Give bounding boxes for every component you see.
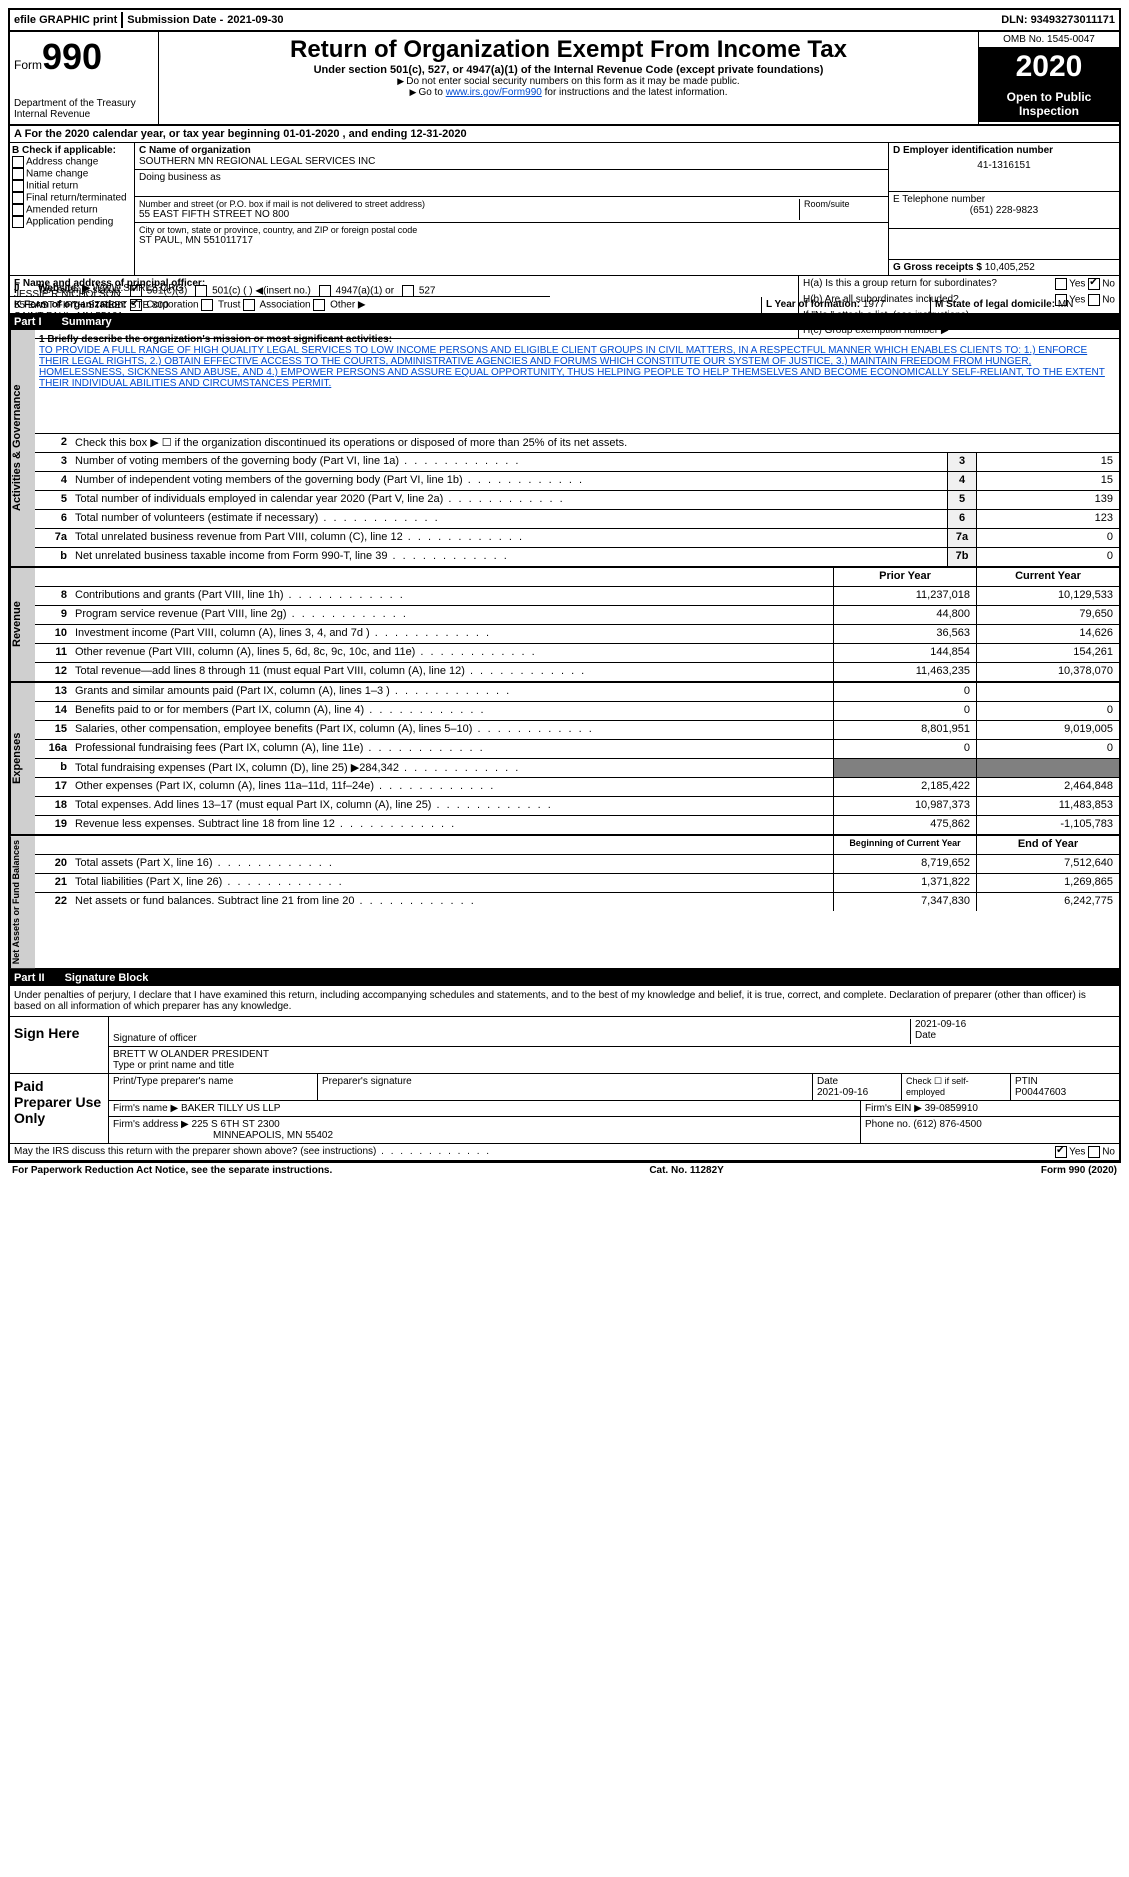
phone: (651) 228-9823 [893,205,1115,216]
expenses-section: Expenses 13Grants and similar amounts pa… [8,683,1121,836]
top-bar: efile GRAPHIC print Submission Date - 20… [8,8,1121,32]
goto-post: for instructions and the latest informat… [542,87,728,98]
activities-governance: Activities & Governance 1 Briefly descri… [8,330,1121,568]
signature-block: Under penalties of perjury, I declare th… [8,986,1121,1162]
revenue-section: Revenue Prior Year Current Year 8Contrib… [8,568,1121,683]
form-header: Form990 Department of the Treasury Inter… [8,32,1121,126]
row-a-period: A For the 2020 calendar year, or tax yea… [8,126,1121,143]
org-name: SOUTHERN MN REGIONAL LEGAL SERVICES INC [139,156,884,167]
form-subtitle: Under section 501(c), 527, or 4947(a)(1)… [163,64,974,76]
gross-receipts: 10,405,252 [985,262,1035,273]
dln-label: DLN: [1001,14,1030,26]
part2-header: Part IISignature Block [8,970,1121,986]
form-number: 990 [42,36,102,77]
tax-year: 2020 [979,48,1119,86]
mission-text: TO PROVIDE A FULL RANGE OF HIGH QUALITY … [39,345,1115,389]
org-address: 55 EAST FIFTH STREET NO 800 [139,209,799,220]
dln-value: 93493273011171 [1031,14,1115,26]
irs-link[interactable]: www.irs.gov/Form990 [446,87,542,98]
form-label: Form [14,58,42,72]
form-title: Return of Organization Exempt From Incom… [163,36,974,64]
open-public: Open to Public Inspection [979,86,1119,122]
website: WWW.SMRLS.ORG [93,283,184,294]
efile-label: efile GRAPHIC print [14,14,117,26]
submission-date: 2021-09-30 [227,14,283,26]
section-bcd: B Check if applicable: Address change Na… [8,143,1121,276]
penalty-text: Under penalties of perjury, I declare th… [10,986,1119,1017]
box-b: B Check if applicable: Address change Na… [10,143,135,275]
submission-label: Submission Date - [127,14,223,26]
goto-pre: Go to [418,87,445,98]
ein: 41-1316151 [893,160,1115,171]
footer: For Paperwork Reduction Act Notice, see … [8,1162,1121,1178]
box-d: D Employer identification number 41-1316… [888,143,1119,275]
paid-preparer: Paid Preparer Use Only Print/Type prepar… [10,1074,1119,1143]
org-city: ST PAUL, MN 551011717 [139,235,884,246]
officer-name-title: BRETT W OLANDER PRESIDENT [113,1049,1115,1060]
net-assets-section: Net Assets or Fund Balances Beginning of… [8,836,1121,970]
dept-treasury: Department of the Treasury [14,98,154,109]
ssn-warning: Do not enter social security numbers on … [406,76,739,87]
box-c: C Name of organization SOUTHERN MN REGIO… [135,143,888,275]
row-k: K Form of organization: Corporation Trus… [8,297,1121,314]
omb-number: OMB No. 1545-0047 [979,32,1119,48]
irs-label: Internal Revenue [14,109,154,120]
